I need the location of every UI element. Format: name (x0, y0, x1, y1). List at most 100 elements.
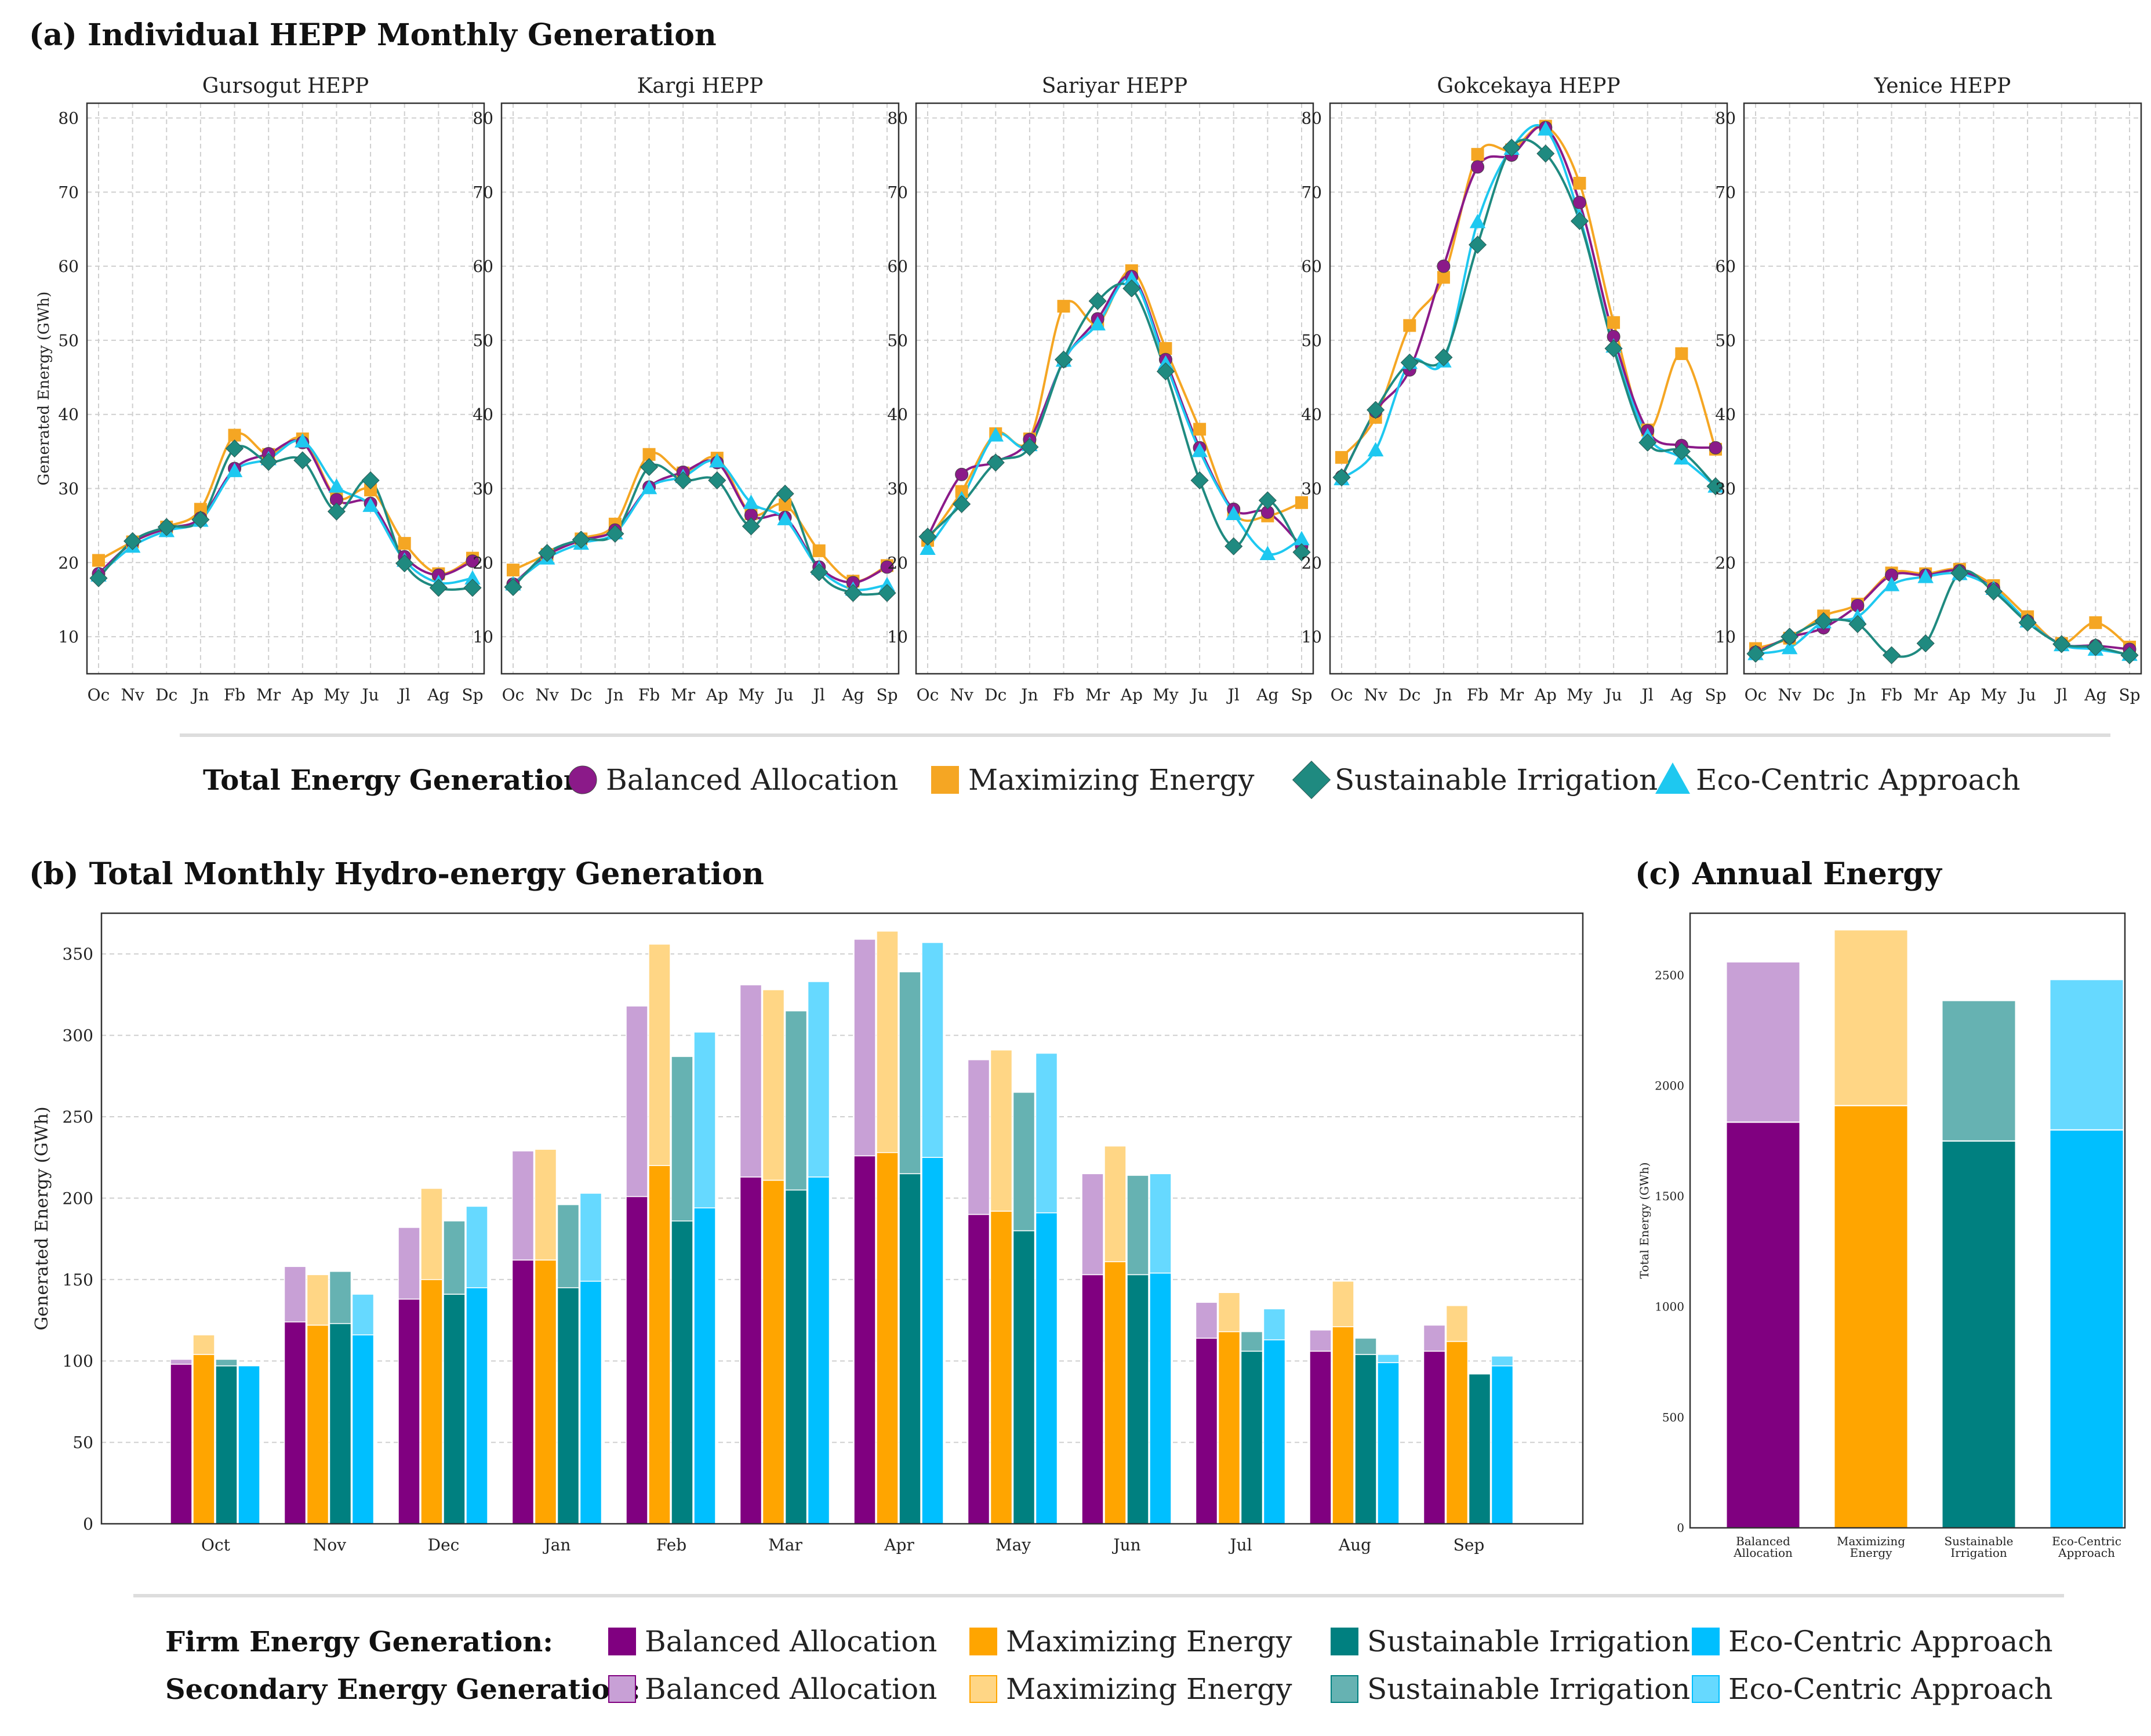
panel-a-line-charts: Oc Nv Dc Jn Fb Mr Ap My Ju Jl Ag Sp 10 20 30 40 50 60 70 80… (35, 74, 2142, 704)
secondary-bar (762, 989, 785, 1181)
x-tick-label: Irrigation (1950, 1546, 2007, 1560)
y-tick-label: 70 (58, 183, 79, 202)
data-point (1607, 316, 1620, 329)
firm-bar (420, 1279, 443, 1524)
y-tick-label: 10 (473, 627, 493, 647)
legend-a-label: Sustainable Irrigation (1335, 763, 1658, 797)
annual-secondary-bar (1725, 961, 1801, 1123)
y-tick-label: 350 (63, 945, 93, 964)
legend-secondary-swatch (608, 1675, 636, 1703)
x-tick-label: Ap (1948, 685, 1971, 704)
data-point (572, 531, 590, 549)
secondary-bar (557, 1204, 580, 1288)
legend-firm-swatch (969, 1628, 997, 1655)
x-tick-label: Nv (535, 685, 559, 704)
firm-bar (853, 1155, 876, 1524)
data-point (1502, 139, 1521, 157)
x-tick-label: Nov (313, 1535, 346, 1555)
y-tick-label: 200 (63, 1189, 93, 1208)
x-tick-label: Fb (1881, 685, 1902, 704)
firm-bar (1012, 1230, 1035, 1524)
data-point (812, 544, 826, 557)
x-tick-label: Nv (1364, 685, 1387, 704)
firm-bar (693, 1207, 716, 1524)
secondary-bar (967, 1059, 990, 1215)
data-point (987, 427, 1004, 442)
data-point (878, 584, 896, 602)
firm-bar (329, 1323, 352, 1524)
secondary-bar (1149, 1173, 1172, 1274)
secondary-bar (1240, 1331, 1263, 1352)
panel-a-y-axis-label: Generated Energy (GWh) (35, 292, 53, 486)
x-tick-label: Jl (2054, 685, 2068, 704)
data-point (1259, 546, 1276, 560)
secondary-bar (443, 1220, 466, 1295)
x-tick-label: Ap (1534, 685, 1557, 704)
firm-bar (990, 1211, 1013, 1524)
secondary-bar (466, 1205, 488, 1288)
subplot-3: Oc Nv Dc Jn Fb Mr Ap My Ju Jl Ag Sp 10 20 30 40 50 60 70 80… (887, 74, 1314, 704)
y-tick-label: 20 (473, 553, 493, 572)
firm-bar (784, 1189, 808, 1524)
x-tick-label: Balanced (1736, 1534, 1790, 1548)
x-tick-label: Oc (502, 685, 525, 704)
legend-a-label: Balanced Allocation (606, 763, 898, 797)
series-line (1340, 125, 1716, 477)
secondary-bar (170, 1359, 192, 1365)
secondary-bar (784, 1010, 808, 1191)
x-tick-label: Ap (1120, 685, 1143, 704)
x-tick-label: Ju (1603, 685, 1622, 704)
y-tick-label: 2500 (1655, 968, 1684, 982)
x-tick-label: Eco-Centric (2052, 1534, 2121, 1548)
firm-bar (284, 1321, 307, 1524)
series-line (1340, 124, 1717, 488)
firm-bar (1263, 1339, 1286, 1524)
data-point (2089, 616, 2102, 629)
data-point (955, 467, 969, 481)
data-point (464, 570, 481, 585)
annual-secondary-bar (2049, 979, 2124, 1131)
secondary-bar (215, 1359, 238, 1367)
annual-secondary-bar (1941, 1000, 2016, 1142)
x-tick-label: Jn (605, 685, 623, 704)
legend-firm-swatch (608, 1628, 636, 1655)
y-tick-label: 60 (1715, 257, 1736, 276)
subplot-frame (500, 102, 900, 675)
data-point (709, 453, 725, 468)
subplot-title: Gokcekaya HEPP (1437, 74, 1620, 98)
annual-firm-bar (1941, 1140, 2016, 1528)
data-point (504, 578, 522, 597)
series-line (98, 432, 473, 575)
panel-c-y-axis-label: Total Energy (GWh) (1637, 1163, 1651, 1279)
firm-bar (557, 1287, 580, 1524)
y-tick-label: 40 (1715, 405, 1736, 424)
x-tick-label: Maximizing (1837, 1534, 1905, 1548)
secondary-bar (990, 1049, 1013, 1212)
data-point (1469, 213, 1486, 228)
secondary-bar (1332, 1280, 1354, 1327)
data-point (1293, 531, 1310, 546)
secondary-bar (420, 1187, 443, 1280)
x-tick-label: Ag (2084, 685, 2106, 704)
secondary-bar (876, 931, 899, 1153)
data-point (1020, 438, 1039, 456)
data-point (2052, 635, 2071, 653)
data-point (191, 510, 210, 529)
data-point (1917, 568, 1934, 583)
subplot-5: Oc Nv Dc Jn Fb Mr Ap My Ju Jl Ag Sp 10 20 30 40 50 60 70 80… (1715, 74, 2142, 704)
x-tick-label: Mar (768, 1535, 802, 1555)
data-point (640, 457, 659, 477)
data-point (2086, 638, 2105, 656)
subplot-1: Oc Nv Dc Jn Fb Mr Ap My Ju Jl Ag Sp 10 20 30 40 50 60 70 80… (58, 74, 485, 704)
y-tick-label: 60 (887, 257, 908, 276)
y-tick-label: 250 (63, 1107, 93, 1127)
subplot-frame (86, 102, 485, 675)
y-tick-label: 70 (1715, 183, 1736, 202)
firm-bar (579, 1280, 602, 1524)
x-tick-label: Oc (88, 685, 110, 704)
y-tick-label: 30 (1715, 480, 1736, 499)
data-point (293, 451, 312, 470)
subplot-2: Oc Nv Dc Jn Fb Mr Ap My Ju Jl Ag Sp 10 20 30 40 50 60 70 80… (473, 74, 900, 704)
data-point (642, 448, 656, 461)
x-tick-label: Oc (917, 685, 939, 704)
